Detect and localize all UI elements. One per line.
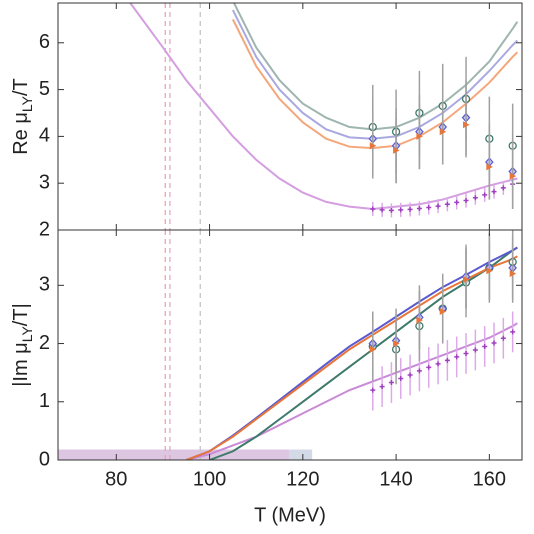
- marker: [500, 185, 506, 191]
- marker: [379, 207, 385, 213]
- x-tick-label: 120: [286, 468, 319, 490]
- x-tick-label: 160: [473, 468, 506, 490]
- marker: [510, 329, 516, 335]
- y-tick-label: 3: [39, 171, 50, 193]
- marker: [444, 201, 450, 207]
- marker: [463, 121, 470, 129]
- marker: [407, 206, 413, 212]
- marker: [509, 270, 517, 278]
- plot-area: [129, 3, 519, 230]
- marker: [472, 347, 478, 353]
- marker: [416, 205, 422, 211]
- marker: [398, 207, 404, 213]
- marker: [407, 372, 413, 378]
- y-label-sub: LY: [19, 95, 35, 112]
- marker: [435, 361, 441, 367]
- marker: [426, 205, 432, 211]
- marker: [393, 340, 400, 348]
- curve: [231, 9, 519, 140]
- y-axis-label: |Im μLY/T|: [10, 303, 34, 387]
- marker: [369, 142, 377, 150]
- y-tick-label: 2: [39, 218, 50, 240]
- marker: [482, 343, 488, 349]
- marker: [491, 189, 497, 195]
- y-label-sub: LY: [19, 326, 35, 343]
- marker: [416, 132, 423, 140]
- y-tick-label: 6: [39, 31, 50, 53]
- marker: [491, 340, 497, 346]
- y-label-main: Re μ: [10, 112, 32, 155]
- marker: [426, 364, 432, 370]
- range-band: [58, 449, 289, 460]
- y-tick-label: 3: [39, 274, 50, 296]
- x-tick-label: 140: [379, 468, 412, 490]
- marker: [454, 199, 460, 205]
- curve: [232, 3, 519, 131]
- marker: [444, 357, 450, 363]
- x-tick-label: 80: [105, 468, 127, 490]
- curve: [231, 18, 519, 150]
- marker: [370, 206, 376, 212]
- y-tick-label: 5: [39, 78, 50, 100]
- y-tick-label: 1: [39, 390, 50, 412]
- marker: [369, 345, 377, 353]
- marker: [463, 198, 469, 204]
- curve: [209, 246, 518, 460]
- marker: [398, 375, 404, 381]
- y-label-tail: /T|: [10, 303, 32, 326]
- x-tick-label: 100: [193, 468, 226, 490]
- marker: [435, 203, 441, 209]
- x-axis-label: T (MeV): [254, 504, 326, 526]
- y-tick-label: 2: [39, 332, 50, 354]
- marker: [379, 384, 385, 390]
- marker: [463, 350, 469, 356]
- marker: [393, 146, 400, 154]
- y-tick-label: 4: [39, 125, 50, 147]
- marker: [486, 163, 493, 171]
- plot-area: [58, 230, 518, 460]
- marker: [472, 195, 478, 201]
- y-tick-label: 0: [39, 448, 50, 470]
- curve: [185, 322, 518, 460]
- marker: [482, 192, 488, 198]
- y-axis-label: Re μLY/T: [10, 78, 34, 155]
- marker: [463, 275, 470, 283]
- marker: [454, 354, 460, 360]
- y-label-main: |Im μ: [10, 342, 32, 387]
- marker: [416, 316, 423, 324]
- marker: [416, 368, 422, 374]
- marker: [509, 172, 517, 180]
- marker: [439, 308, 447, 316]
- marker: [486, 267, 493, 275]
- frame: [57, 229, 523, 461]
- y-label-tail: /T: [10, 78, 32, 96]
- curve: [129, 3, 518, 210]
- marker: [388, 380, 394, 386]
- marker: [370, 387, 376, 393]
- marker: [439, 128, 447, 136]
- marker: [500, 335, 506, 341]
- curve: [185, 255, 518, 460]
- marker: [388, 207, 394, 213]
